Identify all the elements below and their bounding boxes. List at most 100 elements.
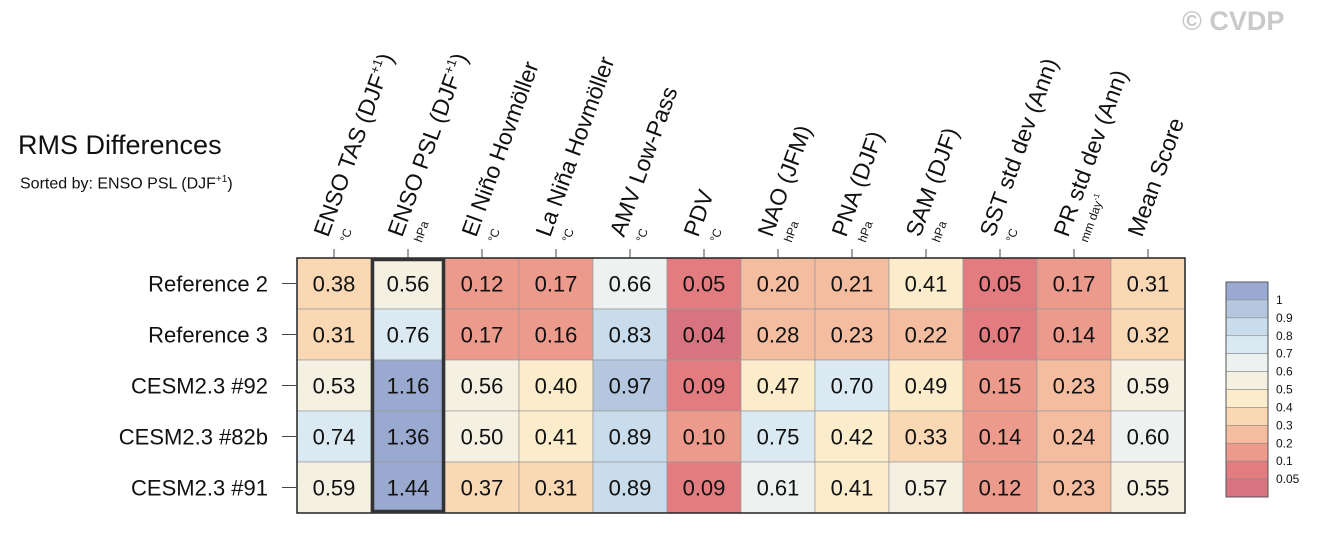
column-label: NAO (JFM) <box>752 122 816 240</box>
heatmap-cell <box>296 410 372 463</box>
heatmap-cell <box>962 308 1038 361</box>
column-header: SAM (DJF)hPa <box>900 124 963 244</box>
cell-value-label: 0.22 <box>905 323 948 348</box>
column-label: El Niño Hovmöller <box>456 58 543 240</box>
column-unit-text: hPa <box>411 219 432 244</box>
cell-value-label: 0.97 <box>609 374 652 399</box>
subtitle-suffix: ) <box>227 175 233 193</box>
cell-value-label: 0.09 <box>683 476 726 501</box>
cell-value-label: 0.32 <box>1127 323 1170 348</box>
colorbar-segment <box>1225 425 1269 444</box>
cell-value-label: 0.60 <box>1127 425 1170 450</box>
heatmap-cell <box>592 461 668 514</box>
cell-value-label: 0.74 <box>313 425 356 450</box>
cell-value-label: 0.21 <box>831 272 874 297</box>
cell-value-label: 0.33 <box>905 425 948 450</box>
column-unit-text: °C <box>559 226 577 244</box>
column-unit-text: °C <box>707 226 725 244</box>
cell-value-label: 0.56 <box>461 374 504 399</box>
cell-value-label: 0.23 <box>831 323 874 348</box>
column-unit-text: hPa <box>781 219 802 244</box>
heatmap-cell <box>888 461 964 514</box>
cell-value-label: 0.41 <box>535 425 578 450</box>
column-header: NAO (JFM)hPa <box>752 122 816 244</box>
heatmap-cell <box>666 461 742 514</box>
column-unit: hPa <box>855 219 876 244</box>
column-unit-text: °C <box>485 226 503 244</box>
cell-value-label: 0.15 <box>979 374 1022 399</box>
cell-value-label: 0.24 <box>1053 425 1096 450</box>
cell-value-label: 0.28 <box>757 323 800 348</box>
column-label-text: Mean Score <box>1122 114 1189 239</box>
cell-value-label: 0.23 <box>1053 374 1096 399</box>
column-label-text: ENSO TAS (DJF <box>308 71 391 240</box>
cell-value-label: 0.14 <box>979 425 1022 450</box>
column-label: PNA (DJF) <box>826 128 888 240</box>
column-label: ENSO PSL (DJF+1) <box>382 50 472 240</box>
column-unit: °C <box>559 226 577 244</box>
column-unit: °C <box>707 226 725 244</box>
colorbar-label: 0.2 <box>1276 436 1293 450</box>
column-unit-text: hPa <box>855 219 876 244</box>
heatmap-cell <box>740 410 816 463</box>
heatmap-cell <box>1036 308 1112 361</box>
cell-value-label: 0.59 <box>1127 374 1170 399</box>
heatmap-cell <box>370 359 446 412</box>
heatmap-cell <box>888 410 964 463</box>
heatmap-cell <box>962 461 1038 514</box>
cell-value-label: 0.07 <box>979 323 1022 348</box>
heatmap-cell <box>888 257 964 310</box>
column-label-text: SST std dev (Ann) <box>974 55 1063 240</box>
heatmap-cell <box>814 359 890 412</box>
heatmap-cell <box>814 461 890 514</box>
cell-value-label: 0.05 <box>683 272 726 297</box>
colorbar-segment <box>1225 281 1269 301</box>
heatmap-cell <box>1036 257 1112 310</box>
cell-value-label: 0.50 <box>461 425 504 450</box>
cell-value-label: 0.55 <box>1127 476 1170 501</box>
colorbar-segment <box>1225 460 1269 480</box>
cell-value-label: 0.17 <box>535 272 578 297</box>
cell-value-label: 0.38 <box>313 272 356 297</box>
cell-value-label: 0.56 <box>387 272 430 297</box>
cell-value-label: 0.57 <box>905 476 948 501</box>
heatmap-cell <box>1036 359 1112 412</box>
colorbar: 1 0.9 0.8 0.7 0.6 0.5 0.4 0.3 0.2 0.1 0.05 <box>1225 281 1300 498</box>
colorbar-segment <box>1225 371 1269 390</box>
cell-value-label: 0.83 <box>609 323 652 348</box>
column-unit-text: °C <box>337 226 355 244</box>
column-label-text: ENSO PSL (DJF <box>382 71 465 240</box>
heatmap-cell <box>592 410 668 463</box>
column-unit-text: hPa <box>929 219 950 244</box>
cell-value-label: 1.44 <box>387 476 430 501</box>
sorted-column-highlight <box>370 257 446 514</box>
column-unit-text: °C <box>633 226 651 244</box>
watermark-cvdp: © CVDP <box>1182 6 1285 36</box>
column-label: SAM (DJF) <box>900 124 963 240</box>
column-header: PDV°C <box>678 186 725 244</box>
heatmap-cell <box>740 257 816 310</box>
cell-value-label: 0.17 <box>461 323 504 348</box>
cell-value-label: 0.89 <box>609 476 652 501</box>
cell-value-label: 0.59 <box>313 476 356 501</box>
heatmap-cell <box>814 257 890 310</box>
colorbar-border <box>1225 281 1269 498</box>
colorbar-segment <box>1225 442 1269 462</box>
cell-value-label: 0.17 <box>1053 272 1096 297</box>
cell-value-label: 0.16 <box>535 323 578 348</box>
chart-subtitle: Sorted by: ENSO PSL (DJF+1) <box>20 174 233 193</box>
heatmap-cell <box>1036 461 1112 514</box>
heatmap-cell <box>1110 257 1186 310</box>
column-unit: °C <box>633 226 651 244</box>
row-label: CESM2.3 #82b <box>119 425 268 450</box>
colorbar-segment <box>1225 407 1269 426</box>
heatmap-cell <box>518 257 594 310</box>
column-label: AMV Low-Pass <box>604 83 682 240</box>
colorbar-segment <box>1225 389 1269 408</box>
cell-value-label: 0.47 <box>757 374 800 399</box>
column-unit: hPa <box>929 219 950 244</box>
colorbar-label: 0.8 <box>1276 329 1293 343</box>
cell-value-label: 0.41 <box>905 272 948 297</box>
cell-value-label: 0.53 <box>313 374 356 399</box>
heatmap-cell <box>592 308 668 361</box>
